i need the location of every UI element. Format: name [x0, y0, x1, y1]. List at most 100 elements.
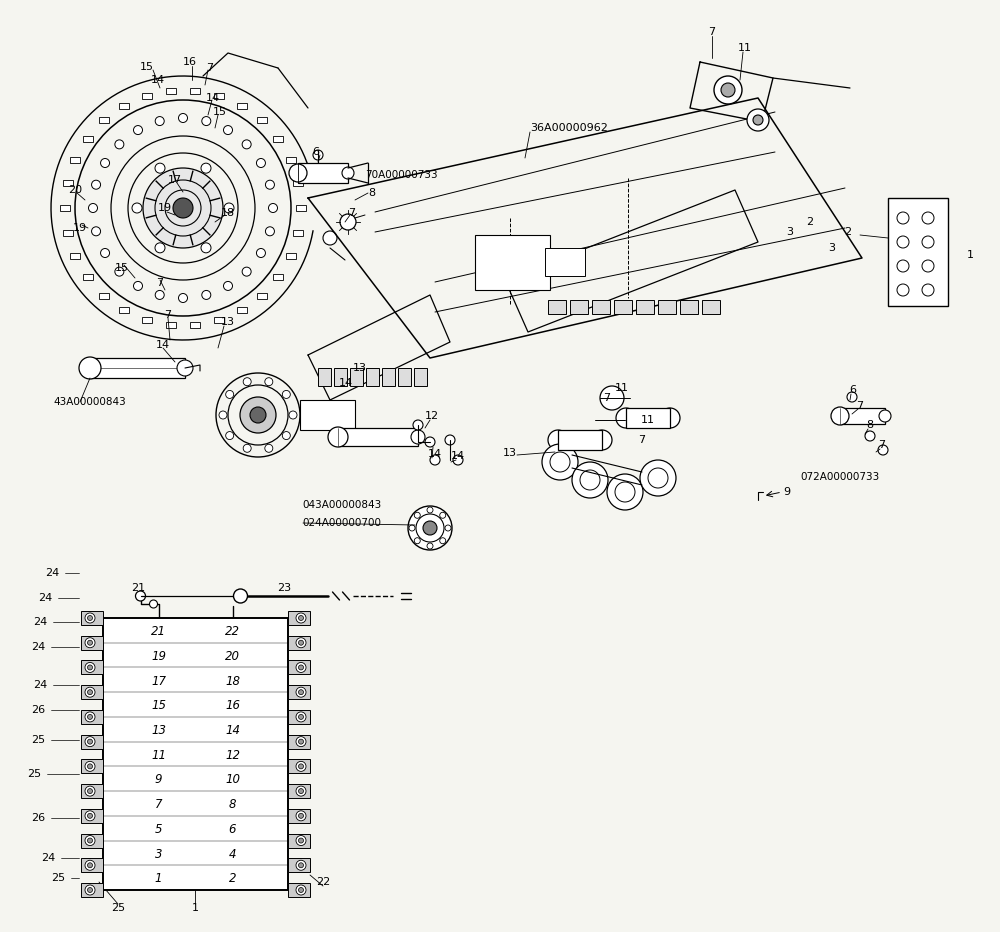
Circle shape	[115, 140, 124, 149]
Bar	[70, 253, 80, 259]
Circle shape	[150, 600, 158, 608]
Circle shape	[592, 430, 612, 450]
Text: 24: 24	[31, 642, 45, 652]
Circle shape	[224, 281, 232, 291]
Circle shape	[85, 885, 95, 895]
Circle shape	[298, 814, 304, 818]
Bar	[119, 308, 129, 313]
Circle shape	[202, 116, 211, 126]
Bar	[300, 400, 355, 430]
Text: 21: 21	[131, 583, 146, 593]
Bar	[338, 428, 418, 446]
Text: 70A00000733: 70A00000733	[365, 170, 438, 180]
Circle shape	[753, 115, 763, 125]
Circle shape	[409, 525, 415, 531]
Bar	[318, 368, 331, 386]
Text: 15: 15	[115, 263, 129, 273]
Text: 7: 7	[348, 208, 356, 218]
Circle shape	[88, 887, 92, 893]
Circle shape	[88, 665, 92, 670]
Bar	[288, 685, 310, 699]
Bar	[237, 103, 247, 109]
Circle shape	[85, 736, 95, 747]
Circle shape	[202, 291, 211, 299]
Circle shape	[143, 168, 223, 248]
Text: 043A00000843: 043A00000843	[302, 500, 381, 510]
Bar	[99, 117, 109, 123]
Bar	[81, 760, 103, 774]
Text: 6: 6	[850, 385, 856, 395]
Circle shape	[328, 427, 348, 447]
Circle shape	[714, 76, 742, 104]
Circle shape	[548, 430, 568, 450]
Text: 25: 25	[111, 903, 125, 913]
Circle shape	[177, 360, 193, 376]
Circle shape	[88, 690, 92, 694]
Bar	[288, 611, 310, 625]
Bar	[63, 181, 73, 186]
Circle shape	[132, 203, 142, 213]
Circle shape	[265, 180, 274, 189]
Text: 43A00000843: 43A00000843	[53, 397, 126, 407]
Circle shape	[340, 214, 356, 230]
Text: 36A00000962: 36A00000962	[530, 123, 608, 133]
Circle shape	[242, 267, 251, 276]
Bar	[288, 809, 310, 823]
Text: 14: 14	[151, 75, 165, 85]
Circle shape	[413, 420, 423, 430]
Bar	[273, 136, 283, 142]
Circle shape	[542, 444, 578, 480]
Circle shape	[219, 411, 227, 419]
Circle shape	[85, 637, 95, 648]
Circle shape	[427, 543, 433, 549]
Bar	[81, 734, 103, 748]
Circle shape	[298, 887, 304, 893]
Circle shape	[243, 445, 251, 452]
Circle shape	[289, 411, 297, 419]
Text: 13: 13	[151, 724, 166, 737]
Text: 16: 16	[225, 699, 240, 712]
Circle shape	[296, 761, 306, 772]
Circle shape	[88, 715, 92, 720]
Text: 3: 3	[786, 227, 794, 237]
Circle shape	[88, 640, 92, 645]
Bar	[99, 293, 109, 298]
Text: 25: 25	[27, 769, 41, 779]
Circle shape	[178, 294, 188, 303]
Circle shape	[201, 243, 211, 253]
Circle shape	[85, 860, 95, 870]
Bar	[257, 117, 267, 123]
Circle shape	[256, 249, 265, 257]
Circle shape	[879, 410, 891, 422]
Circle shape	[85, 811, 95, 821]
Text: 11: 11	[151, 748, 166, 761]
Circle shape	[88, 838, 92, 843]
Bar	[366, 368, 379, 386]
Circle shape	[897, 284, 909, 296]
Text: 2: 2	[229, 872, 236, 885]
Text: 8: 8	[866, 420, 874, 430]
Bar	[81, 858, 103, 872]
Circle shape	[298, 665, 304, 670]
Bar	[190, 322, 200, 328]
Bar	[350, 368, 363, 386]
Circle shape	[178, 114, 187, 122]
Bar	[840, 408, 885, 424]
Bar	[288, 858, 310, 872]
Text: 26: 26	[31, 813, 45, 823]
Bar	[475, 235, 550, 290]
Circle shape	[323, 231, 337, 245]
Text: 4: 4	[229, 847, 236, 860]
Bar	[558, 430, 602, 450]
Bar	[60, 205, 70, 211]
Bar	[626, 408, 670, 428]
Circle shape	[313, 150, 323, 160]
Circle shape	[85, 761, 95, 772]
Bar	[548, 300, 566, 314]
Text: 5: 5	[155, 823, 162, 836]
Text: 072A00000733: 072A00000733	[800, 472, 880, 482]
Text: 11: 11	[641, 415, 655, 425]
Text: 14: 14	[451, 451, 465, 461]
Circle shape	[223, 126, 232, 134]
Circle shape	[296, 836, 306, 845]
